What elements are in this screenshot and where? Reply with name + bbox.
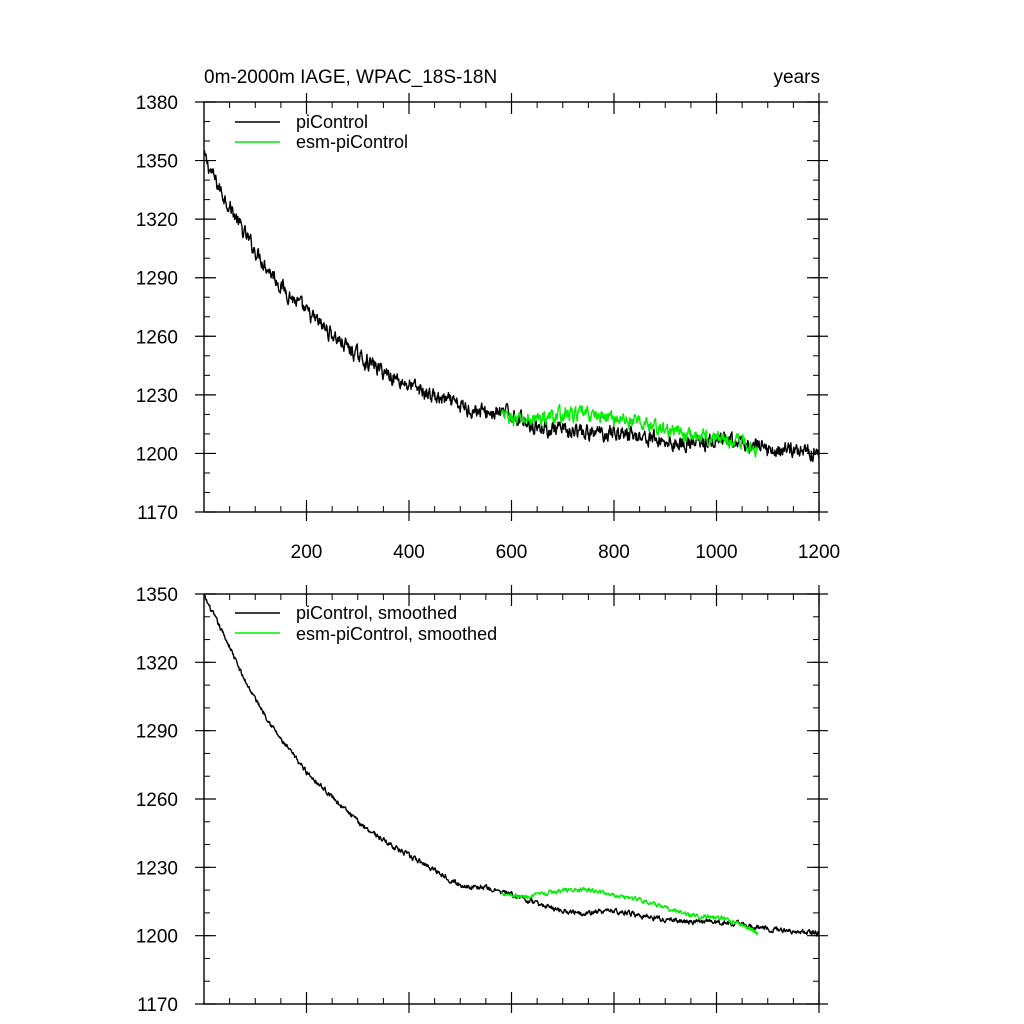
x-tick-label: 800 <box>598 542 630 563</box>
y-tick-label: 1320 <box>136 210 178 231</box>
y-tick-label: 1290 <box>136 269 178 290</box>
x-tick-label: 200 <box>291 542 323 563</box>
bottom-panel: 1170 1200 1230 1260 1290 1320 1350 piControl, … <box>136 585 828 1016</box>
y-tick-label: 1170 <box>137 503 178 524</box>
legend-label-esm-picontrol: esm-piControl <box>296 132 408 152</box>
series-line-esm-picontrol-smoothed <box>501 886 759 935</box>
units-label: years <box>774 67 820 88</box>
series-line-esm-picontrol <box>500 403 759 458</box>
y-tick-label: 1230 <box>136 386 178 407</box>
y-tick-label: 1170 <box>137 995 178 1016</box>
y-tick-label: 1290 <box>136 722 178 743</box>
chart-title: 0m-2000m IAGE, WPAC_18S-18N <box>204 67 497 88</box>
y-tick-label: 1260 <box>136 790 178 811</box>
legend-label-esm-picontrol-smoothed: esm-piControl, smoothed <box>296 624 497 644</box>
legend-label-picontrol: piControl <box>296 112 368 132</box>
series-lines <box>203 594 820 937</box>
legend-label-picontrol-smoothed: piControl, smoothed <box>296 603 457 623</box>
axis-ticks: 200 400 600 800 1000 1200 1170 1200 1230 1260 1290… <box>136 93 840 563</box>
y-tick-label: 1230 <box>136 858 178 879</box>
legend: piControl, smoothed esm-piControl, smoot… <box>235 603 497 644</box>
x-tick-label: 1200 <box>798 542 840 563</box>
y-tick-label: 1200 <box>136 927 178 948</box>
x-tick-label: 600 <box>496 542 528 563</box>
y-tick-label: 1380 <box>136 93 178 114</box>
y-tick-label: 1320 <box>136 653 178 674</box>
plot-frame <box>203 593 820 1005</box>
y-tick-label: 1260 <box>136 327 178 348</box>
y-tick-label: 1200 <box>136 444 178 465</box>
top-panel: 0m-2000m IAGE, WPAC_18S-18N years 200 400… <box>136 67 840 563</box>
x-tick-label: 1000 <box>695 542 737 563</box>
y-tick-label: 1350 <box>136 585 178 606</box>
y-tick-label: 1350 <box>136 152 178 173</box>
x-tick-label: 400 <box>393 542 425 563</box>
legend: piControl esm-piControl <box>235 112 408 152</box>
series-lines <box>203 150 820 463</box>
axis-ticks: 1170 1200 1230 1260 1290 1320 1350 <box>136 585 828 1016</box>
series-line-picontrol-smoothed <box>203 594 820 937</box>
